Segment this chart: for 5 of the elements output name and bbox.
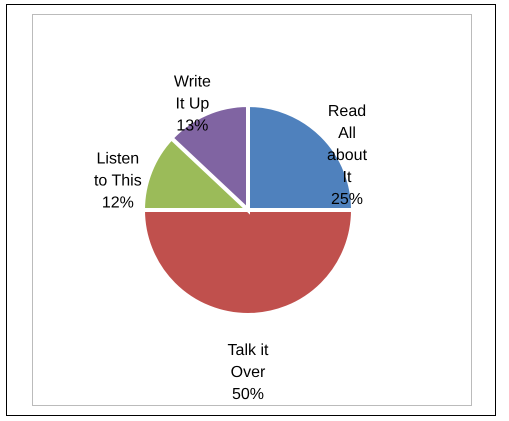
slice-label: Talk it Over — [228, 342, 269, 381]
slice-label: Listen to This — [94, 150, 142, 190]
data-label: 12% — [102, 194, 134, 212]
slice-label: Write It Up — [174, 74, 212, 113]
data-label: 50% — [232, 386, 264, 403]
